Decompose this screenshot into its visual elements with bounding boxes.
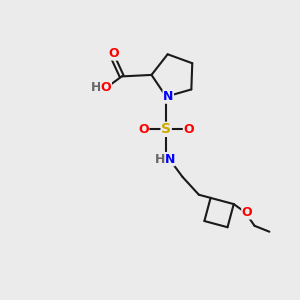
Text: N: N (164, 153, 175, 166)
Text: O: O (138, 123, 148, 136)
Text: O: O (184, 123, 194, 136)
Text: O: O (108, 47, 119, 60)
Text: S: S (161, 122, 171, 136)
Text: O: O (101, 81, 111, 94)
Text: H: H (154, 153, 165, 166)
Text: H: H (91, 81, 101, 94)
Text: O: O (242, 206, 252, 219)
Text: N: N (163, 90, 173, 103)
